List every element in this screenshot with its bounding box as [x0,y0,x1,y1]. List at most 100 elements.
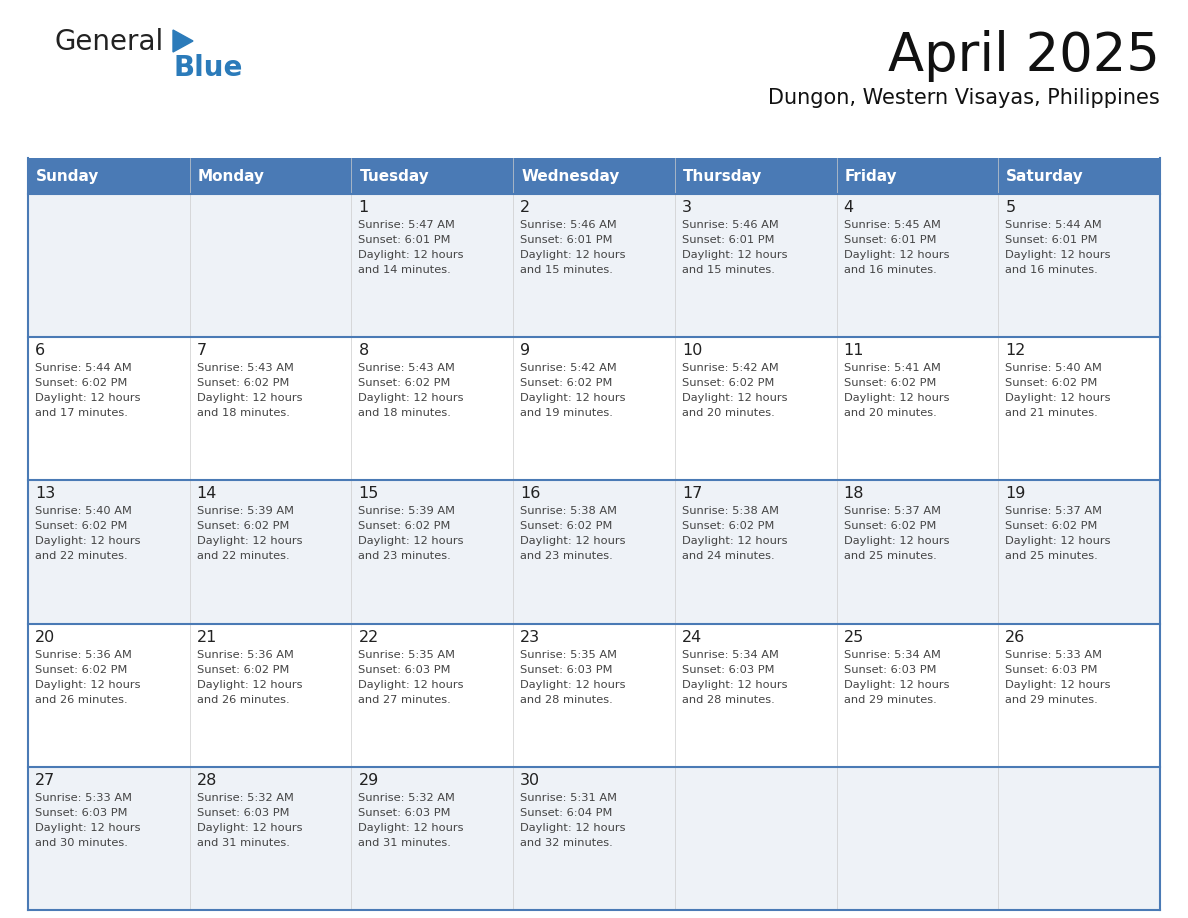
Text: and 29 minutes.: and 29 minutes. [1005,695,1098,705]
Text: Sunset: 6:01 PM: Sunset: 6:01 PM [682,235,775,245]
Text: Sunset: 6:02 PM: Sunset: 6:02 PM [843,378,936,388]
Text: and 26 minutes.: and 26 minutes. [197,695,290,705]
Text: Daylight: 12 hours: Daylight: 12 hours [520,536,626,546]
Bar [513,158,675,194]
Text: Daylight: 12 hours: Daylight: 12 hours [682,393,788,403]
Text: Daylight: 12 hours: Daylight: 12 hours [843,393,949,403]
Bar [836,158,998,194]
Text: Sunrise: 5:39 AM: Sunrise: 5:39 AM [359,507,455,517]
Text: 30: 30 [520,773,541,788]
Text: and 20 minutes.: and 20 minutes. [682,409,775,419]
Text: April 2025: April 2025 [889,30,1159,82]
Text: and 18 minutes.: and 18 minutes. [359,409,451,419]
Text: 7: 7 [197,343,207,358]
Text: Sunrise: 5:36 AM: Sunrise: 5:36 AM [197,650,293,660]
Text: 8: 8 [359,343,368,358]
Text: Daylight: 12 hours: Daylight: 12 hours [197,679,302,689]
Text: Sunset: 6:02 PM: Sunset: 6:02 PM [682,521,775,532]
Text: Daylight: 12 hours: Daylight: 12 hours [520,250,626,260]
Text: Sunrise: 5:43 AM: Sunrise: 5:43 AM [359,364,455,374]
Text: and 27 minutes.: and 27 minutes. [359,695,451,705]
Text: and 24 minutes.: and 24 minutes. [682,552,775,562]
Text: and 26 minutes.: and 26 minutes. [34,695,127,705]
Text: Sunrise: 5:45 AM: Sunrise: 5:45 AM [843,220,941,230]
Text: and 22 minutes.: and 22 minutes. [197,552,290,562]
Text: 15: 15 [359,487,379,501]
Text: Sunset: 6:03 PM: Sunset: 6:03 PM [34,808,127,818]
Text: Sunrise: 5:47 AM: Sunrise: 5:47 AM [359,220,455,230]
Text: Daylight: 12 hours: Daylight: 12 hours [359,823,465,833]
Text: Daylight: 12 hours: Daylight: 12 hours [682,536,788,546]
Text: Sunset: 6:01 PM: Sunset: 6:01 PM [1005,235,1098,245]
Text: Daylight: 12 hours: Daylight: 12 hours [359,393,465,403]
Text: Daylight: 12 hours: Daylight: 12 hours [34,823,140,833]
Text: Daylight: 12 hours: Daylight: 12 hours [1005,679,1111,689]
Text: and 23 minutes.: and 23 minutes. [359,552,451,562]
Text: 1: 1 [359,200,368,215]
Text: Sunrise: 5:44 AM: Sunrise: 5:44 AM [1005,220,1102,230]
Text: Sunset: 6:04 PM: Sunset: 6:04 PM [520,808,613,818]
Text: Daylight: 12 hours: Daylight: 12 hours [682,679,788,689]
Text: and 14 minutes.: and 14 minutes. [359,265,451,275]
Text: 6: 6 [34,343,45,358]
Text: 22: 22 [359,630,379,644]
Text: Daylight: 12 hours: Daylight: 12 hours [843,679,949,689]
Bar [998,158,1159,194]
Bar [675,158,836,194]
Text: Sunrise: 5:35 AM: Sunrise: 5:35 AM [520,650,617,660]
Text: Sunset: 6:03 PM: Sunset: 6:03 PM [682,665,775,675]
Text: and 17 minutes.: and 17 minutes. [34,409,128,419]
Text: Sunrise: 5:38 AM: Sunrise: 5:38 AM [682,507,779,517]
Text: Daylight: 12 hours: Daylight: 12 hours [1005,536,1111,546]
Text: 19: 19 [1005,487,1025,501]
Text: Sunrise: 5:36 AM: Sunrise: 5:36 AM [34,650,132,660]
Text: Sunrise: 5:37 AM: Sunrise: 5:37 AM [843,507,941,517]
Text: 24: 24 [682,630,702,644]
Text: 27: 27 [34,773,56,788]
Text: and 25 minutes.: and 25 minutes. [843,552,936,562]
Bar [29,767,1159,910]
Text: Sunset: 6:02 PM: Sunset: 6:02 PM [520,521,613,532]
Text: Sunrise: 5:46 AM: Sunrise: 5:46 AM [520,220,617,230]
Text: Sunrise: 5:32 AM: Sunrise: 5:32 AM [359,793,455,803]
Text: 20: 20 [34,630,56,644]
Text: 14: 14 [197,487,217,501]
Text: Sunrise: 5:43 AM: Sunrise: 5:43 AM [197,364,293,374]
Text: Sunset: 6:03 PM: Sunset: 6:03 PM [1005,665,1098,675]
Text: Sunset: 6:02 PM: Sunset: 6:02 PM [682,378,775,388]
Text: Blue: Blue [173,54,242,82]
Text: Sunset: 6:03 PM: Sunset: 6:03 PM [359,665,451,675]
Text: 25: 25 [843,630,864,644]
Text: and 22 minutes.: and 22 minutes. [34,552,127,562]
Text: Sunrise: 5:40 AM: Sunrise: 5:40 AM [34,507,132,517]
Text: Sunrise: 5:42 AM: Sunrise: 5:42 AM [682,364,778,374]
Text: 18: 18 [843,487,864,501]
Text: Daylight: 12 hours: Daylight: 12 hours [520,823,626,833]
Text: Daylight: 12 hours: Daylight: 12 hours [34,679,140,689]
Text: Sunset: 6:02 PM: Sunset: 6:02 PM [197,378,289,388]
Text: 2: 2 [520,200,530,215]
Text: 16: 16 [520,487,541,501]
Text: Sunset: 6:02 PM: Sunset: 6:02 PM [34,378,127,388]
Text: Sunrise: 5:35 AM: Sunrise: 5:35 AM [359,650,455,660]
Text: Wednesday: Wednesday [522,169,619,184]
Text: Sunset: 6:02 PM: Sunset: 6:02 PM [197,521,289,532]
Text: Sunset: 6:02 PM: Sunset: 6:02 PM [359,378,450,388]
Text: Sunset: 6:03 PM: Sunset: 6:03 PM [197,808,289,818]
Text: Sunrise: 5:33 AM: Sunrise: 5:33 AM [1005,650,1102,660]
Text: Daylight: 12 hours: Daylight: 12 hours [34,393,140,403]
Bar [352,158,513,194]
Text: Daylight: 12 hours: Daylight: 12 hours [1005,393,1111,403]
Text: Sunrise: 5:39 AM: Sunrise: 5:39 AM [197,507,293,517]
Text: 28: 28 [197,773,217,788]
Text: Sunset: 6:02 PM: Sunset: 6:02 PM [1005,378,1098,388]
Text: and 16 minutes.: and 16 minutes. [843,265,936,275]
Text: and 25 minutes.: and 25 minutes. [1005,552,1098,562]
Text: Sunrise: 5:44 AM: Sunrise: 5:44 AM [34,364,132,374]
Text: Sunrise: 5:31 AM: Sunrise: 5:31 AM [520,793,617,803]
Text: Daylight: 12 hours: Daylight: 12 hours [197,536,302,546]
Text: Monday: Monday [197,169,265,184]
Text: Daylight: 12 hours: Daylight: 12 hours [843,250,949,260]
Text: Daylight: 12 hours: Daylight: 12 hours [520,393,626,403]
Text: Daylight: 12 hours: Daylight: 12 hours [843,536,949,546]
